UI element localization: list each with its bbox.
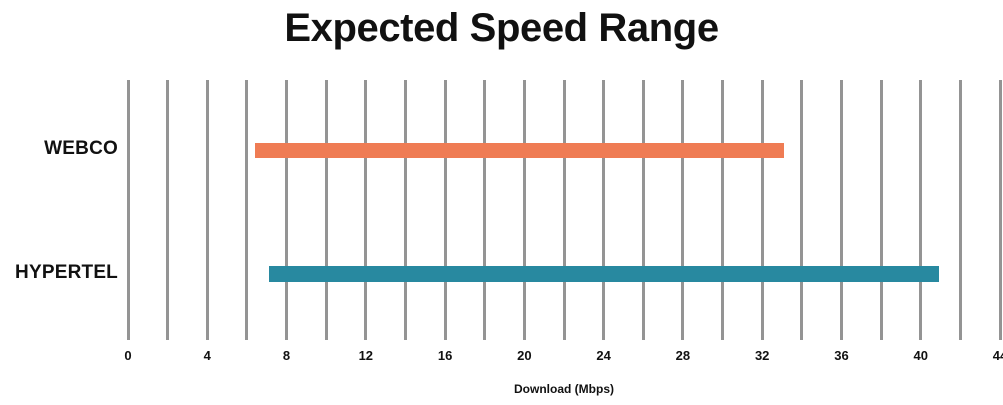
category-label-hypertel: HYPERTEL xyxy=(15,262,118,283)
gridline xyxy=(839,80,843,340)
x-tick-label: 36 xyxy=(834,348,849,363)
x-tick-label: 32 xyxy=(754,348,770,363)
gridline xyxy=(483,80,487,340)
gridline xyxy=(721,80,725,340)
category-label-webco: WEBCO xyxy=(44,138,118,159)
gridline xyxy=(126,80,130,340)
gridline xyxy=(205,80,209,340)
x-tick-label: 28 xyxy=(675,348,691,363)
x-tick-label: 44 xyxy=(992,348,1003,363)
range-bar-hypertel[interactable] xyxy=(268,266,939,282)
gridline xyxy=(324,80,328,340)
x-tick-label: 24 xyxy=(596,348,611,363)
gridline xyxy=(958,80,962,340)
gridline xyxy=(602,80,606,340)
gridline xyxy=(760,80,764,340)
x-tick-label: 16 xyxy=(437,348,453,363)
gridline xyxy=(681,80,685,340)
gridline xyxy=(166,80,170,340)
gridline xyxy=(403,80,407,340)
gridline xyxy=(285,80,289,340)
gridline xyxy=(641,80,645,340)
gridline xyxy=(879,80,883,340)
x-tick-label: 0 xyxy=(124,348,132,363)
gridline xyxy=(364,80,368,340)
x-tick-label: 20 xyxy=(517,348,532,363)
gridline xyxy=(919,80,923,340)
x-tick-label: 40 xyxy=(913,348,928,363)
gridline xyxy=(562,80,566,340)
x-tick-label: 8 xyxy=(282,348,291,363)
gridline xyxy=(998,80,1002,340)
gridline xyxy=(800,80,804,340)
gridline xyxy=(443,80,447,340)
x-tick-label: 4 xyxy=(203,348,211,363)
gridline xyxy=(522,80,526,340)
range-bar-webco[interactable] xyxy=(254,142,784,158)
x-tick-label: 12 xyxy=(358,348,374,363)
chart-title: Expected Speed Range xyxy=(284,6,719,50)
x-axis-title: Download (Mbps) xyxy=(514,382,614,396)
plot-area xyxy=(126,80,1002,340)
gridline xyxy=(245,80,249,340)
